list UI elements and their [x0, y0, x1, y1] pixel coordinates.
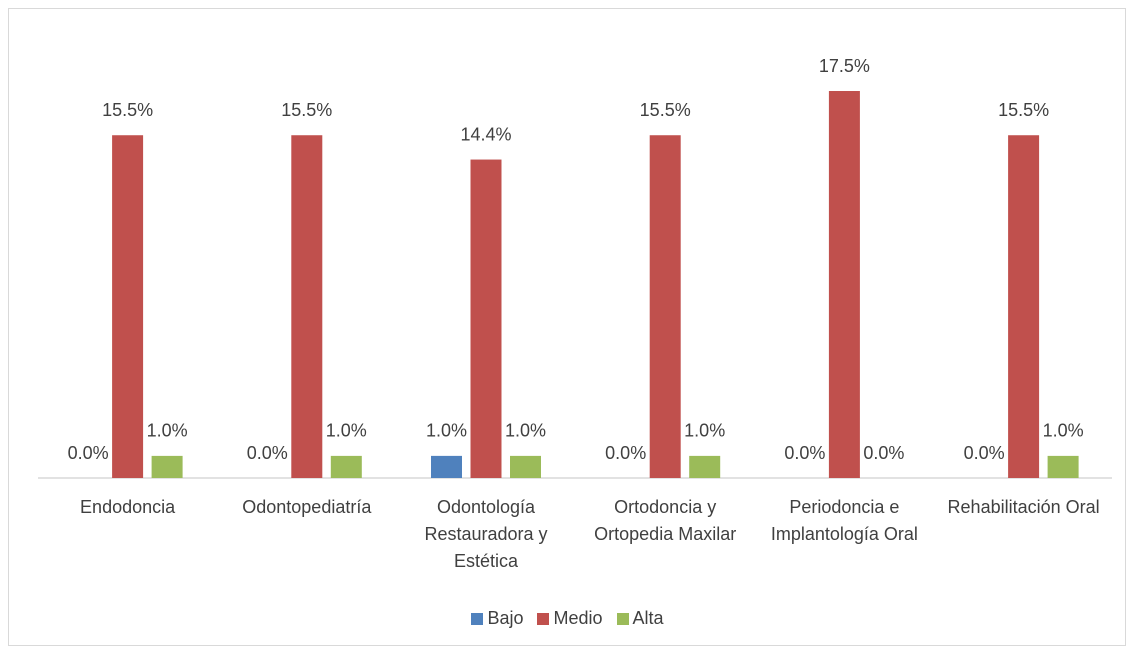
value-label: 0.0%	[964, 443, 1005, 463]
value-label: 0.0%	[863, 443, 904, 463]
bar	[1047, 455, 1079, 478]
value-label: 0.0%	[68, 443, 109, 463]
value-label: 14.4%	[460, 124, 511, 144]
value-label: 0.0%	[605, 443, 646, 463]
legend-swatch	[471, 612, 484, 625]
legend-label: Bajo	[487, 608, 524, 628]
legend-label: Medio	[553, 608, 603, 628]
bar	[649, 135, 681, 478]
value-label: 17.5%	[819, 56, 870, 76]
bar	[431, 455, 462, 478]
value-label: 1.0%	[684, 421, 725, 441]
bar	[151, 455, 183, 478]
x-tick-label: Odontología Restauradora y Estética	[424, 497, 548, 571]
value-label: 15.5%	[281, 100, 332, 120]
bar	[689, 455, 721, 478]
legend-item: Bajo	[471, 608, 523, 629]
bar	[470, 159, 502, 478]
value-label: 0.0%	[247, 443, 288, 463]
chart-frame	[8, 8, 1126, 646]
value-label: 15.5%	[998, 100, 1049, 120]
value-label: 1.0%	[505, 421, 546, 441]
value-label: 1.0%	[426, 421, 467, 441]
value-label: 15.5%	[102, 100, 153, 120]
bar	[1008, 135, 1040, 478]
legend-swatch	[537, 612, 550, 625]
value-label: 15.5%	[640, 100, 691, 120]
bar	[828, 91, 860, 478]
value-label: 0.0%	[784, 443, 825, 463]
legend-item: Alta	[616, 608, 664, 629]
x-tick-label: Rehabilitación Oral	[947, 497, 1100, 517]
value-label: 1.0%	[147, 421, 188, 441]
bar	[510, 455, 541, 478]
legend: Bajo Medio Alta	[0, 608, 1135, 629]
value-label: 1.0%	[1043, 421, 1084, 441]
legend-item: Medio	[537, 608, 603, 629]
bar	[291, 135, 323, 478]
x-tick-label: Endodoncia	[80, 497, 176, 517]
x-tick-label: Periodoncia e Implantología Oral	[770, 497, 918, 544]
legend-label: Alta	[632, 608, 664, 628]
x-tick-label: Odontopediatría	[242, 497, 372, 517]
bar	[112, 135, 144, 478]
bar	[330, 455, 362, 478]
legend-swatch	[616, 612, 629, 625]
x-tick-label: Ortodoncia y Ortopedia Maxilar	[594, 497, 737, 544]
value-label: 1.0%	[326, 421, 367, 441]
